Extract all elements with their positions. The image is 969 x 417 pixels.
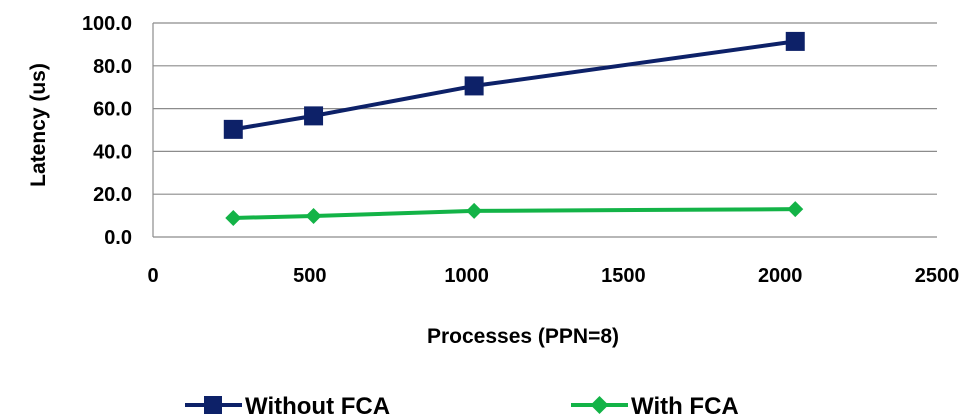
x-tick-label: 1500 bbox=[601, 265, 646, 287]
y-tick-label: 100.0 bbox=[82, 13, 132, 35]
data-point-with-fca bbox=[225, 209, 242, 226]
data-point-without-fca bbox=[304, 106, 324, 126]
tick-labels: 0.0 20.0 40.0 60.0 80.0 100.0 0 500 1000 1500 2000… bbox=[82, 13, 959, 287]
data-point-without-fca bbox=[223, 119, 243, 139]
legend-label-with-fca: With FCA bbox=[631, 393, 739, 417]
legend-item-without-fca: Without FCA bbox=[185, 393, 390, 417]
y-tick-label: 0.0 bbox=[104, 227, 132, 249]
legend-label-without-fca: Without FCA bbox=[245, 393, 390, 417]
data-point-with-fca bbox=[787, 201, 804, 218]
axes bbox=[152, 23, 937, 238]
x-tick-label: 500 bbox=[293, 265, 326, 287]
legend: Without FCA With FCA bbox=[185, 393, 739, 417]
x-tick-label: 0 bbox=[147, 265, 158, 287]
y-tick-label: 20.0 bbox=[93, 184, 132, 206]
x-tick-label: 1000 bbox=[444, 265, 489, 287]
x-tick-label: 2000 bbox=[758, 265, 803, 287]
y-tick-label: 40.0 bbox=[93, 141, 132, 163]
y-tick-label: 60.0 bbox=[93, 99, 132, 121]
data-point-without-fca bbox=[785, 31, 805, 51]
legend-item-with-fca: With FCA bbox=[571, 393, 739, 417]
gridlines bbox=[153, 22, 937, 195]
series-line-without-fca bbox=[232, 39, 796, 132]
series-line-with-fca bbox=[233, 207, 796, 220]
legend-marker-without-fca bbox=[204, 396, 222, 414]
data-point-with-fca bbox=[466, 202, 483, 219]
legend-marker-with-fca bbox=[590, 396, 609, 414]
data-point-without-fca bbox=[464, 76, 484, 96]
x-tick-label: 2500 bbox=[915, 265, 960, 287]
x-axis-title: Processes (PPN=8) bbox=[427, 325, 619, 348]
data-point-with-fca bbox=[305, 208, 322, 225]
series-lines bbox=[223, 31, 805, 226]
y-tick-label: 80.0 bbox=[93, 56, 132, 78]
y-axis-title: Latency (us) bbox=[27, 63, 50, 187]
